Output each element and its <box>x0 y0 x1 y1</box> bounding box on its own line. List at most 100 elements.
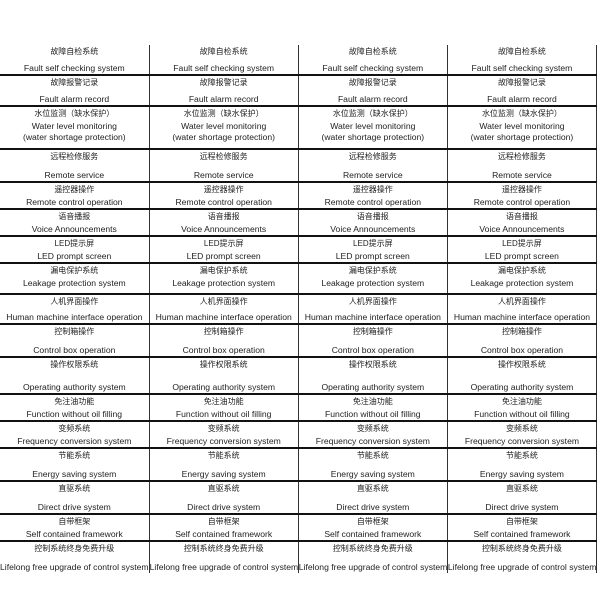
feature-cell: 免注油功能 Function without oil filling <box>297 394 448 422</box>
feature-name-en: Frequency conversion system <box>17 436 132 446</box>
feature-name-en: Frequency conversion system <box>315 436 430 446</box>
feature-name-zh: 控制箱操作 <box>203 327 244 336</box>
feature-cell: 节能系统 Energy saving system <box>148 448 299 482</box>
feature-cell: 远程检修服务 Remote service <box>446 149 598 183</box>
feature-cell: 语音播报 Voice Announcements <box>446 209 598 237</box>
feature-name-zh: 水位监测（缺水保护） <box>481 109 562 118</box>
feature-cell: 节能系统 Energy saving system <box>297 448 448 482</box>
feature-name-zh: 控制系统终身免费升级 <box>332 544 413 553</box>
feature-name-zh: 直驱系统 <box>356 484 389 493</box>
feature-cell: 节能系统 Energy saving system <box>0 448 150 482</box>
feature-name-en: Energy saving system <box>330 469 415 479</box>
feature-name-en: Remote service <box>193 170 254 180</box>
feature-cell: 直驱系统 Direct drive system <box>148 481 299 515</box>
feature-name-en: Self contained framework <box>175 529 273 539</box>
feature-name-zh: 控制系统终身免费升级 <box>481 544 562 553</box>
feature-cell: 操作权限系统 Operating authority system <box>0 357 150 395</box>
feature-name-zh: 节能系统 <box>356 451 389 460</box>
feature-name-zh: 故障自检系统 <box>348 47 397 56</box>
feature-cell: 控制系统终身免费升级 Lifelong free upgrade of contr… <box>297 541 448 573</box>
feature-cell: 操作权限系统 Operating authority system <box>148 357 299 395</box>
feature-cell: 水位监测（缺水保护） Water level monitoring (water s… <box>0 106 150 150</box>
feature-name-en: Human machine interface operation <box>6 312 143 322</box>
table-row: 免注油功能 Function without oil filling 免注油功能 Fu… <box>0 394 598 422</box>
feature-cell: 免注油功能 Function without oil filling <box>148 394 299 422</box>
feature-name-zh: 控制系统终身免费升级 <box>34 544 115 553</box>
feature-cell: 故障自检系统 Fault self checking system <box>0 45 150 76</box>
feature-name-en: Water level monitoring <box>330 121 416 131</box>
feature-cell: 故障报警记录 Fault alarm record <box>0 75 150 107</box>
feature-name-zh: 远程检修服务 <box>50 152 99 161</box>
feature-name-en: LED prompt screen <box>484 251 559 261</box>
feature-name-en-line2: (water shortage protection) <box>470 132 574 142</box>
feature-cell: 故障报警记录 Fault alarm record <box>446 75 598 107</box>
feature-name-zh: 语音播报 <box>356 212 389 221</box>
table-row: 水位监测（缺水保护） Water level monitoring (water s… <box>0 106 598 150</box>
feature-name-zh: 直驱系统 <box>505 484 538 493</box>
table-row: 远程检修服务 Remote service 远程检修服务 Remote service… <box>0 149 598 183</box>
feature-name-en: Operating authority system <box>172 382 276 392</box>
feature-name-en: LED prompt screen <box>37 251 112 261</box>
feature-cell: LED提示屏 LED prompt screen <box>148 236 299 264</box>
feature-name-en: Remote control operation <box>324 197 422 207</box>
feature-cell: 漏电保护系统 Leakage protection system <box>446 263 598 295</box>
feature-name-zh: 语音播报 <box>207 212 240 221</box>
feature-name-zh: 控制箱操作 <box>501 327 542 336</box>
feature-name-en: Direct drive system <box>485 502 559 512</box>
feature-cell: 故障报警记录 Fault alarm record <box>148 75 299 107</box>
table-row: 故障报警记录 Fault alarm record 故障报警记录 Fault alar… <box>0 75 598 107</box>
feature-name-zh: 自带框架 <box>505 517 538 526</box>
feature-name-en: Fault self checking system <box>173 63 275 73</box>
feature-name-zh: 水位监测（缺水保护） <box>183 109 264 118</box>
feature-cell: 自带框架 Self contained framework <box>297 514 448 542</box>
feature-cell: 节能系统 Energy saving system <box>446 448 598 482</box>
feature-cell: 漏电保护系统 Leakage protection system <box>148 263 299 295</box>
feature-name-zh: 人机界面操作 <box>497 297 546 306</box>
feature-name-zh: 故障报警记录 <box>199 78 248 87</box>
feature-name-zh: LED提示屏 <box>54 239 95 248</box>
feature-name-zh: 人机界面操作 <box>50 297 99 306</box>
table-row: 控制箱操作 Control box operation 控制箱操作 Control b… <box>0 324 598 358</box>
feature-name-zh: 漏电保护系统 <box>199 266 248 275</box>
feature-name-en: Voice Announcements <box>181 224 267 234</box>
feature-cell: 故障自检系统 Fault self checking system <box>148 45 299 76</box>
feature-cell: 控制箱操作 Control box operation <box>148 324 299 358</box>
feature-cell: 操作权限系统 Operating authority system <box>446 357 598 395</box>
feature-name-zh: 遥控器操作 <box>203 185 244 194</box>
feature-name-zh: 语音播报 <box>505 212 538 221</box>
feature-cell: 自带框架 Self contained framework <box>446 514 598 542</box>
feature-name-en: Water level monitoring <box>31 121 117 131</box>
feature-name-en: Operating authority system <box>321 382 425 392</box>
feature-name-en: Function without oil filling <box>325 409 421 419</box>
feature-name-zh: 漏电保护系统 <box>50 266 99 275</box>
feature-cell: 遥控器操作 Remote control operation <box>0 182 150 210</box>
feature-name-en: Direct drive system <box>37 502 111 512</box>
feature-name-en: Human machine interface operation <box>155 312 292 322</box>
feature-cell: 语音播报 Voice Announcements <box>297 209 448 237</box>
feature-cell: 控制箱操作 Control box operation <box>446 324 598 358</box>
feature-name-en: LED prompt screen <box>186 251 261 261</box>
feature-name-zh: 人机界面操作 <box>199 297 248 306</box>
feature-name-en: Frequency conversion system <box>464 436 580 446</box>
feature-cell: 变频系统 Frequency conversion system <box>148 421 299 449</box>
feature-name-zh: 操作权限系统 <box>497 360 546 369</box>
feature-cell: 遥控器操作 Remote control operation <box>297 182 448 210</box>
feature-name-zh: 远程检修服务 <box>199 152 248 161</box>
feature-name-zh: 遥控器操作 <box>54 185 95 194</box>
feature-cell: 语音播报 Voice Announcements <box>0 209 150 237</box>
feature-name-en: Self contained framework <box>25 529 123 539</box>
feature-cell: 直驱系统 Direct drive system <box>446 481 598 515</box>
feature-name-en: Function without oil filling <box>175 409 272 419</box>
feature-name-zh: 操作权限系统 <box>50 360 99 369</box>
feature-name-zh: 控制系统终身免费升级 <box>183 544 264 553</box>
feature-name-zh: 变频系统 <box>356 424 389 433</box>
feature-name-en: Lifelong free upgrade of control system <box>447 562 597 572</box>
feature-cell: 漏电保护系统 Leakage protection system <box>0 263 150 295</box>
table-row: 控制系统终身免费升级 Lifelong free upgrade of contr… <box>0 541 598 573</box>
feature-name-en: Control box operation <box>331 345 414 355</box>
feature-name-en: Leakage protection system <box>22 278 126 288</box>
feature-name-zh: 远程检修服务 <box>497 152 546 161</box>
feature-name-en: Energy saving system <box>181 469 266 479</box>
feature-name-en: Lifelong free upgrade of control system <box>298 562 448 572</box>
feature-cell: 水位监测（缺水保护） Water level monitoring (water s… <box>446 106 598 150</box>
